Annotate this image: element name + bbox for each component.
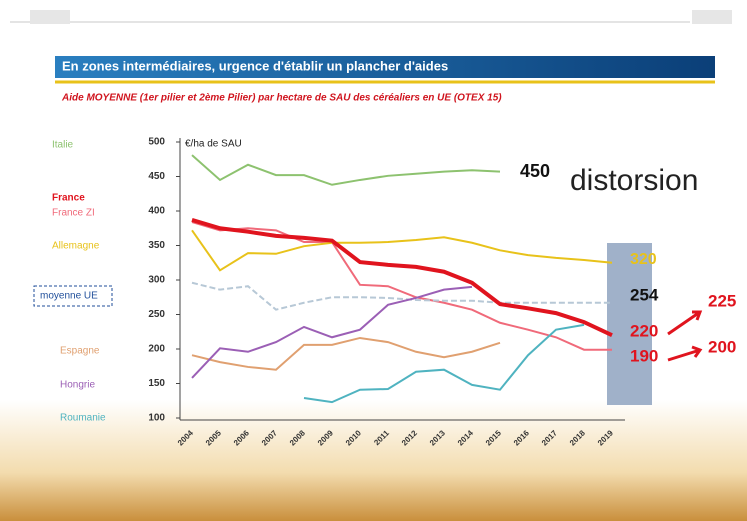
- annotation: 320: [630, 251, 657, 268]
- annotation: 220: [630, 321, 658, 340]
- legend-label: France: [52, 193, 85, 204]
- annotation: 254: [630, 285, 659, 304]
- y-tick-label: 450: [148, 171, 165, 182]
- annotation: 225: [708, 291, 736, 310]
- series-line: [191, 281, 612, 311]
- y-tick-label: 100: [148, 413, 165, 424]
- logo-right: [692, 10, 732, 24]
- series-line: [191, 154, 501, 186]
- series-line: [191, 229, 613, 272]
- y-tick-label: 200: [148, 344, 165, 355]
- y-axis-label: €/ha de SAU: [185, 139, 242, 150]
- y-tick-label: 350: [148, 240, 165, 251]
- annotation: 190: [630, 346, 658, 365]
- legend-box: [33, 285, 113, 307]
- arrow: [667, 310, 703, 336]
- legend-label: moyenne UE: [40, 291, 98, 302]
- series-line: [191, 221, 612, 351]
- series-line: [191, 218, 613, 338]
- legend-label: Roumanie: [60, 413, 106, 424]
- highlight-box: [607, 243, 652, 405]
- annotation: 200: [708, 337, 736, 356]
- arrow: [667, 345, 703, 362]
- legend-label: Espagne: [60, 346, 100, 357]
- legend-label: Allemagne: [52, 241, 100, 252]
- y-tick-label: 500: [148, 137, 165, 148]
- wheat-background: [0, 400, 747, 521]
- annotation: distorsion: [570, 164, 698, 197]
- y-tick-label: 400: [148, 206, 165, 217]
- legend-label: France ZI: [52, 208, 95, 219]
- annotation: 450: [520, 161, 550, 181]
- legend-label: Italie: [52, 140, 74, 151]
- y-tick-label: 250: [148, 309, 165, 320]
- logo-left: [30, 10, 70, 24]
- series-line: [191, 336, 501, 371]
- legend-label: Hongrie: [60, 380, 95, 391]
- y-tick-label: 150: [148, 378, 165, 389]
- title-band: [55, 56, 715, 78]
- chart-title: En zones intermédiaires, urgence d'établ…: [62, 58, 448, 73]
- chart-subtitle: Aide MOYENNE (1er pilier et 2ème Pilier)…: [61, 93, 502, 104]
- series-line: [303, 323, 585, 404]
- y-tick-label: 300: [148, 275, 165, 286]
- series-line: [191, 285, 473, 379]
